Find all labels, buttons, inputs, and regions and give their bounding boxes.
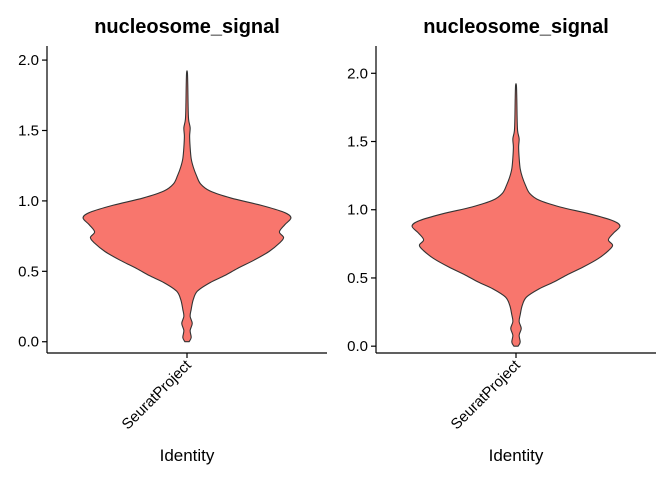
y-tick-label: 1.0	[347, 202, 368, 219]
y-tick-label: 1.0	[18, 193, 39, 210]
y-tick-label: 0.5	[347, 270, 368, 287]
violin-body	[411, 83, 621, 347]
x-axis-title: Identity	[489, 446, 544, 465]
violin-panel-left: nucleosome_signal 0.0 0.5 1.0 1.5 2.0 Seurat…	[18, 16, 327, 465]
x-category-label: SeuratProject	[119, 356, 196, 433]
x-axis-title: Identity	[160, 446, 215, 465]
y-tick-label: 2.0	[347, 65, 368, 82]
panel-title: nucleosome_signal	[94, 16, 280, 38]
violin-panel-right: nucleosome_signal 0.0 0.5 1.0 1.5 2.0 Seurat…	[347, 16, 656, 465]
y-tick-label: 0.0	[347, 338, 368, 355]
y-axis-ticks: 0.0 0.5 1.0 1.5 2.0	[347, 65, 376, 355]
violin-body	[82, 70, 292, 343]
y-tick-label: 1.5	[347, 134, 368, 151]
y-tick-label: 0.0	[18, 334, 39, 351]
y-tick-label: 1.5	[18, 122, 39, 139]
y-tick-label: 0.5	[18, 263, 39, 280]
y-tick-label: 2.0	[18, 52, 39, 69]
x-category-label: SeuratProject	[448, 356, 525, 433]
panel-title: nucleosome_signal	[423, 16, 609, 38]
y-axis-ticks: 0.0 0.5 1.0 1.5 2.0	[18, 52, 47, 351]
